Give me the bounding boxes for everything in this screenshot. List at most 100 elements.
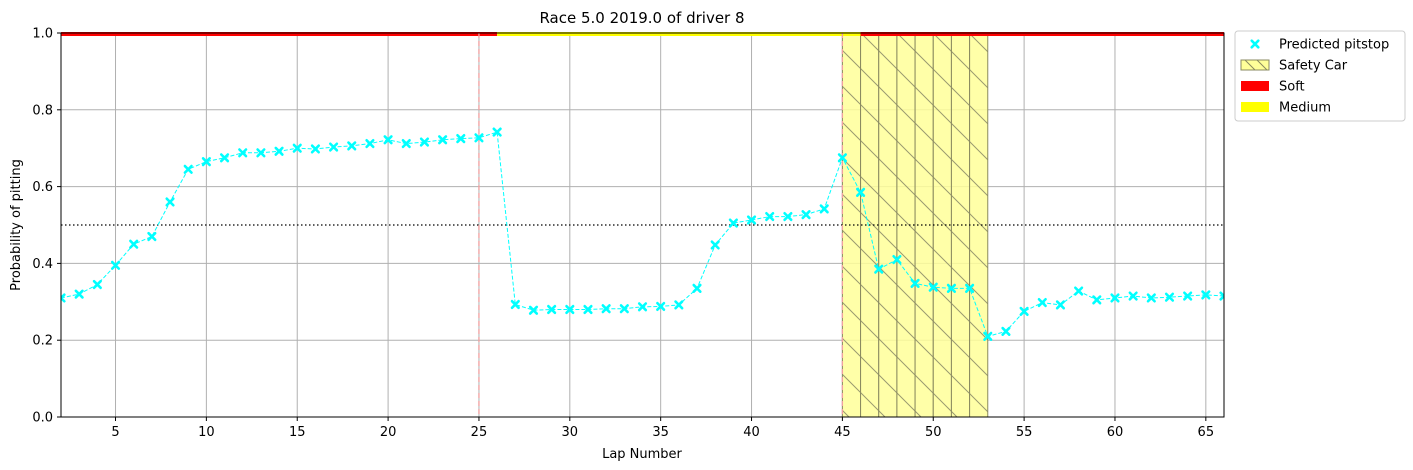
x-tick-label: 35 bbox=[652, 425, 669, 440]
data-point bbox=[238, 148, 248, 158]
legend-label: Safety Car bbox=[1279, 59, 1348, 74]
x-axis-ticks: 5 10 15 20 25 30 35 40 45 50 55 60 65 bbox=[111, 417, 1214, 440]
data-point bbox=[892, 254, 902, 265]
legend-label: Predicted pitstop bbox=[1279, 38, 1389, 53]
y-tick-label: 0.0 bbox=[32, 411, 53, 426]
data-point bbox=[619, 304, 629, 314]
x-tick-label: 5 bbox=[111, 425, 119, 440]
data-point bbox=[1183, 291, 1193, 301]
data-point bbox=[1201, 290, 1211, 300]
data-point bbox=[328, 142, 339, 152]
data-point bbox=[474, 133, 484, 143]
data-point bbox=[256, 148, 266, 158]
data-point bbox=[492, 127, 502, 137]
data-point bbox=[165, 197, 175, 207]
data-point bbox=[874, 264, 884, 274]
x-tick-label: 30 bbox=[562, 425, 579, 440]
data-point bbox=[692, 283, 702, 293]
data-point bbox=[1164, 292, 1175, 302]
data-point bbox=[1037, 297, 1047, 308]
data-point bbox=[637, 302, 648, 312]
data-point bbox=[801, 210, 811, 220]
plot-frame bbox=[60, 32, 1225, 418]
data-point bbox=[983, 331, 993, 341]
tyre-compound-bar bbox=[497, 32, 861, 36]
x-tick-label: 50 bbox=[925, 425, 942, 440]
data-point bbox=[1074, 286, 1084, 296]
x-tick-label: 15 bbox=[289, 425, 306, 440]
reference-lines bbox=[61, 33, 1224, 417]
x-tick-label: 10 bbox=[198, 425, 215, 440]
data-point bbox=[219, 153, 230, 163]
data-point bbox=[61, 293, 66, 303]
data-point bbox=[674, 300, 684, 310]
data-point bbox=[964, 283, 975, 293]
y-tick-label: 0.8 bbox=[32, 103, 53, 118]
data-point bbox=[783, 211, 793, 222]
tyre-compound-bar bbox=[61, 32, 498, 36]
legend-label: Medium bbox=[1279, 101, 1331, 116]
tyre-compound-bar bbox=[860, 32, 1224, 36]
y-axis-label: Probability of pitting bbox=[9, 159, 24, 291]
data-point bbox=[274, 146, 284, 156]
data-point bbox=[583, 304, 593, 315]
chart-title: Race 5.0 2019.0 of driver 8 bbox=[539, 9, 744, 27]
data-point bbox=[1019, 306, 1029, 316]
data-point bbox=[656, 301, 666, 312]
data-point bbox=[401, 138, 411, 149]
y-tick-label: 0.4 bbox=[32, 257, 53, 272]
x-tick-label: 25 bbox=[471, 425, 488, 440]
legend-swatch bbox=[1241, 102, 1269, 112]
data-point bbox=[728, 218, 738, 228]
x-tick-label: 40 bbox=[743, 425, 760, 440]
legend-box bbox=[1234, 30, 1406, 122]
x-tick-label: 55 bbox=[1016, 425, 1033, 440]
data-point bbox=[928, 282, 938, 292]
data-point bbox=[365, 138, 375, 149]
y-tick-label: 0.6 bbox=[32, 180, 53, 195]
x-axis-label: Lap Number bbox=[602, 447, 682, 462]
data-point bbox=[910, 278, 920, 288]
x-tick-label: 60 bbox=[1107, 425, 1124, 440]
data-point bbox=[528, 305, 539, 315]
data-point bbox=[419, 137, 430, 147]
data-point bbox=[201, 157, 211, 167]
data-point bbox=[147, 231, 157, 242]
data-point bbox=[565, 304, 575, 315]
x-tick-label: 20 bbox=[380, 425, 397, 440]
data-point bbox=[946, 283, 957, 293]
legend-swatch bbox=[1241, 81, 1269, 91]
data-point bbox=[855, 187, 866, 197]
legend-marker bbox=[1250, 39, 1260, 49]
data-point bbox=[1055, 300, 1066, 310]
y-tick-label: 1.0 bbox=[32, 27, 53, 42]
data-point bbox=[438, 135, 448, 145]
data-point bbox=[1110, 293, 1120, 303]
data-point bbox=[310, 144, 321, 154]
data-point bbox=[129, 239, 139, 249]
data-point bbox=[383, 135, 393, 145]
data-point bbox=[547, 304, 557, 315]
data-point bbox=[510, 299, 520, 310]
data-point bbox=[347, 141, 357, 151]
data-point bbox=[110, 260, 121, 270]
legend-hatch bbox=[1244, 59, 1268, 71]
x-tick-label: 65 bbox=[1198, 425, 1215, 440]
data-point bbox=[1146, 293, 1156, 303]
legend-label: Soft bbox=[1279, 80, 1305, 95]
series-predicted-pitstop bbox=[61, 127, 1224, 341]
data-point bbox=[92, 279, 102, 290]
data-point bbox=[601, 304, 611, 314]
tyre-compound-bars bbox=[61, 32, 1224, 36]
data-point bbox=[710, 240, 720, 250]
data-point bbox=[746, 215, 757, 225]
data-point bbox=[1001, 326, 1011, 336]
data-point bbox=[183, 164, 193, 174]
data-point bbox=[1219, 291, 1224, 301]
y-tick-label: 0.2 bbox=[32, 334, 53, 349]
data-point bbox=[1128, 291, 1138, 301]
x-tick-label: 45 bbox=[834, 425, 851, 440]
data-point bbox=[819, 204, 829, 214]
data-point bbox=[765, 211, 775, 222]
